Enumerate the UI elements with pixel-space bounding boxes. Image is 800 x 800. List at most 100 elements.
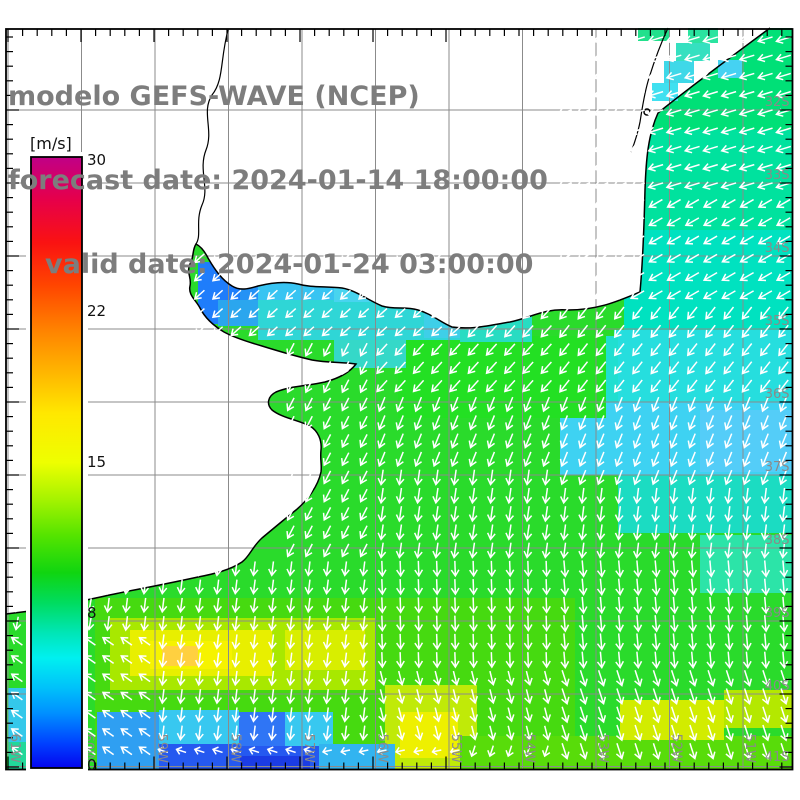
wind-arrow (556, 272, 572, 282)
wind-arrow (761, 633, 771, 651)
ocean-patch (239, 712, 285, 746)
wind-arrow (505, 433, 514, 449)
wind-arrow (540, 361, 552, 375)
wind-arrow (760, 415, 769, 431)
wind-arrow (629, 163, 645, 172)
lagoon-cell (652, 83, 678, 101)
wind-arrow (632, 324, 643, 339)
wind-arrow (756, 144, 773, 154)
wind-arrow (10, 655, 23, 664)
wind-arrow (431, 326, 443, 337)
wind-arrow (321, 307, 333, 319)
wind-arrow (632, 415, 642, 431)
wind-arrow (775, 290, 791, 300)
wind-arrow (376, 379, 388, 393)
wind-arrow (522, 361, 534, 375)
wind-arrow (359, 525, 368, 540)
wind-arrow (322, 397, 332, 412)
wind-arrow (414, 725, 424, 741)
wind-arrow (395, 506, 405, 523)
wind-arrow (176, 652, 186, 668)
wind-arrow (759, 361, 771, 375)
wind-arrow (396, 597, 405, 614)
colorbar-tick-label: 0 (87, 756, 97, 774)
wind-arrow (430, 361, 443, 375)
wind-arrow (542, 633, 551, 651)
wind-arrow (611, 235, 627, 245)
wind-arrow (505, 633, 515, 651)
lon-label: 61W (7, 734, 22, 764)
wind-arrow (285, 271, 297, 282)
wind-arrow (684, 272, 700, 282)
wind-arrow (523, 579, 533, 596)
wind-arrow (559, 396, 569, 413)
lat-label: 38S (765, 533, 790, 548)
wind-arrow (723, 324, 735, 339)
wind-arrow (760, 396, 769, 413)
wind-arrow (432, 415, 441, 431)
wind-arrow (396, 670, 406, 687)
wind-arrow (176, 707, 186, 723)
wind-arrow (540, 343, 552, 357)
wind-arrow (157, 746, 169, 755)
wind-arrow (339, 307, 351, 319)
wind-arrow (286, 397, 295, 412)
wind-arrow (614, 451, 623, 468)
wind-arrow (720, 163, 737, 172)
wind-arrow (322, 452, 332, 467)
wind-arrow (542, 597, 551, 614)
wind-arrow (579, 743, 588, 760)
wind-arrow (195, 579, 204, 595)
wind-arrow (556, 198, 572, 209)
wind-arrow (341, 452, 350, 467)
wind-arrow (742, 633, 752, 651)
wind-arrow (175, 746, 187, 755)
wind-arrow (702, 181, 718, 190)
wind-arrow (775, 126, 791, 136)
wind-arrow (778, 343, 789, 357)
wind-arrow (286, 670, 296, 687)
wind-arrow (358, 271, 370, 282)
wind-arrow (468, 415, 477, 431)
wind-arrow (523, 652, 533, 669)
wind-arrow (686, 306, 698, 320)
wind-arrow (195, 616, 204, 632)
wind-arrow (286, 507, 295, 522)
wind-arrow (559, 506, 569, 523)
wind-arrow (724, 487, 734, 505)
wind-arrow (432, 615, 442, 632)
wind-arrow (560, 615, 570, 633)
wind-arrow (285, 746, 296, 755)
wind-arrow (666, 217, 681, 227)
wind-arrow (414, 615, 424, 632)
wind-arrow (503, 343, 516, 357)
ocean-patch (319, 744, 395, 769)
wind-arrow (523, 415, 532, 431)
wind-arrow (358, 253, 370, 264)
wind-arrow (647, 144, 664, 154)
wind-arrow (268, 652, 277, 668)
wind-arrow (647, 71, 664, 81)
wind-arrow (596, 542, 606, 559)
wind-arrow (593, 198, 608, 209)
wind-arrow (505, 689, 515, 705)
wind-arrow (432, 396, 441, 413)
wind-arrow (652, 688, 661, 706)
wind-arrow (757, 235, 773, 245)
lat-label: 35S (765, 314, 790, 329)
ocean-patch (618, 475, 792, 533)
wind-arrow (559, 451, 569, 468)
wind-arrow (670, 724, 680, 742)
wind-arrow (688, 633, 698, 651)
wind-arrow (647, 35, 664, 44)
wind-arrow (741, 306, 753, 320)
wind-arrow (707, 688, 716, 706)
wind-arrow (575, 198, 590, 209)
wind-arrow (775, 53, 791, 63)
wind-arrow (449, 271, 461, 282)
wind-arrow (469, 689, 479, 705)
wind-arrow (668, 379, 680, 393)
wind-arrow (706, 651, 716, 669)
wind-arrow (686, 343, 698, 357)
wind-arrow (213, 707, 223, 723)
